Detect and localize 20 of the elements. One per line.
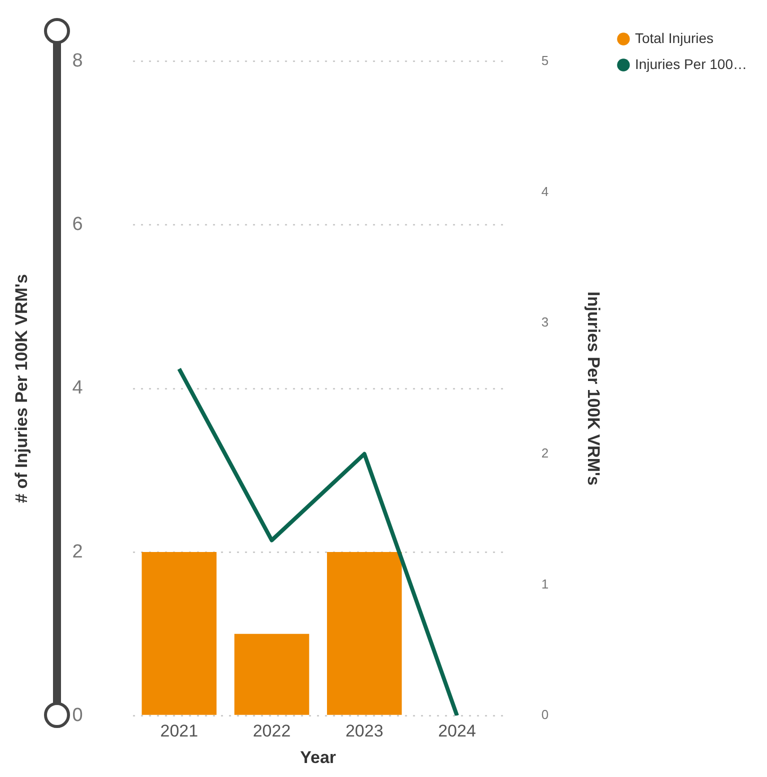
y2-tick-label: 5 — [541, 52, 549, 68]
legend-label: Total Injuries — [634, 30, 714, 46]
x-axis-title: Year — [300, 748, 336, 767]
y2-tick-label: 1 — [541, 576, 549, 592]
y-tick-label: 4 — [72, 378, 84, 399]
y-tick-label: 8 — [72, 50, 83, 72]
y2-axis-title: Injuries Per 100K VRM's — [584, 292, 604, 486]
y2-tick-label: 3 — [541, 314, 549, 330]
y-axis-title: # of Injuries Per 100K VRM's — [12, 274, 31, 503]
y2-tick-label: 2 — [541, 446, 549, 460]
y2-tick-label: 4 — [541, 184, 549, 199]
x-tick-label: 2024 — [438, 721, 476, 740]
x-tick-label: 2022 — [252, 721, 291, 740]
y2-tick-label: 0 — [541, 707, 549, 722]
y-tick-label: 0 — [72, 704, 83, 726]
y-tick-label: 6 — [72, 214, 83, 236]
x-tick-label: 2021 — [160, 721, 198, 740]
legend-label: Injuries Per 100… — [634, 56, 748, 72]
y-tick-label: 2 — [72, 541, 83, 562]
x-tick-label: 2023 — [345, 721, 384, 740]
